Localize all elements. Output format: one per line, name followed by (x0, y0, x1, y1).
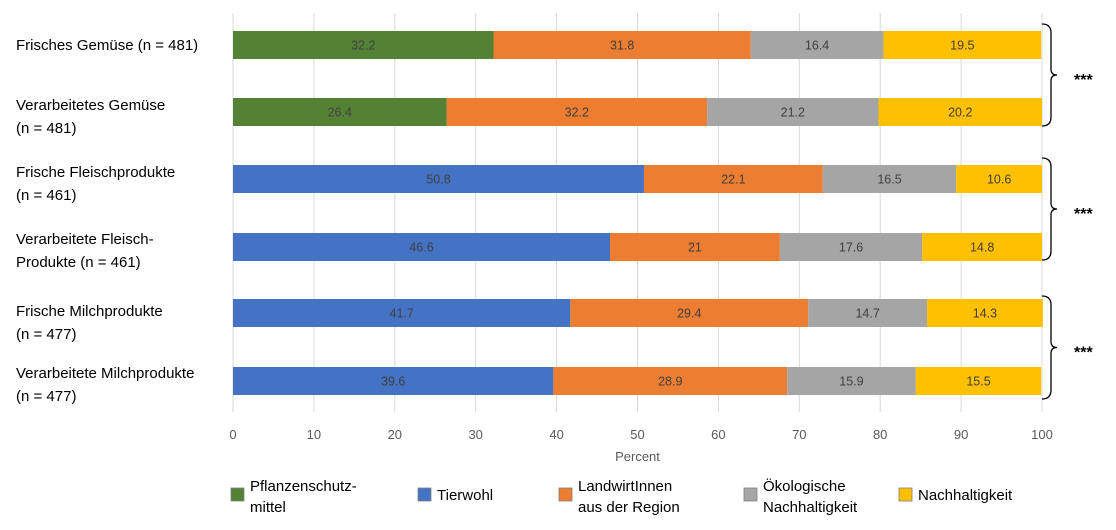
bar-segment (553, 367, 788, 395)
bar-segment (779, 233, 923, 261)
legend-label: mittel (250, 499, 286, 516)
data-label: 15.5 (966, 375, 990, 389)
data-label: 14.7 (855, 307, 879, 321)
data-label: 19.5 (950, 39, 974, 53)
data-label: 21 (688, 241, 702, 255)
category-label: (n = 481) (16, 120, 76, 137)
legend-swatch (230, 487, 245, 502)
category-label: (n = 477) (16, 388, 76, 405)
bar-segment (643, 165, 823, 193)
gridlines (232, 13, 1043, 412)
x-tick-label: 50 (630, 427, 644, 442)
bar-segment (233, 367, 554, 395)
bars: 32.2 31.8 16.4 19.5 26.4 32.2 21.2 20.2 50.8 22.1… (233, 31, 1043, 395)
category-label: Frische Milchprodukte (16, 303, 163, 320)
data-label: 41.7 (390, 307, 414, 321)
bar-segment (922, 233, 1042, 261)
data-label: 32.2 (565, 106, 589, 120)
bar-segment (787, 367, 916, 395)
data-label: 15.9 (839, 375, 863, 389)
legend-label: Ökologische (763, 477, 846, 495)
significance-label: *** (1074, 206, 1093, 223)
data-label: 14.3 (973, 307, 997, 321)
category-label: (n = 477) (16, 326, 76, 343)
category-label: Verarbeitete Fleisch- (16, 231, 154, 248)
category-label: Frisches Gemüse (n = 481) (16, 37, 198, 54)
bar-segment (883, 31, 1042, 59)
bar-segment (927, 299, 1043, 327)
legend-swatch (417, 487, 432, 502)
data-label: 28.9 (658, 375, 682, 389)
bar-segment (822, 165, 957, 193)
bar-segment (750, 31, 884, 59)
bar-segment (233, 299, 571, 327)
legend-swatch (743, 487, 758, 502)
legend-label: Nachhaltigkeit (763, 499, 858, 516)
x-tick-label: 70 (792, 427, 806, 442)
data-label: 17.6 (839, 241, 863, 255)
bar-segment (570, 299, 809, 327)
legend-label: aus der Region (578, 499, 680, 516)
x-tick-label: 80 (873, 427, 887, 442)
x-axis-title: Percent (615, 449, 660, 464)
bar-segment (707, 98, 879, 126)
bar-segment (446, 98, 708, 126)
x-tick-label: 20 (388, 427, 402, 442)
bar-segment (233, 31, 494, 59)
bar-segment (915, 367, 1042, 395)
bar-segment (808, 299, 928, 327)
significance-label: *** (1074, 72, 1093, 89)
significance-label: *** (1074, 345, 1093, 362)
x-tick-label: 60 (711, 427, 725, 442)
x-tick-label: 30 (468, 427, 482, 442)
data-label: 39.6 (381, 375, 405, 389)
significance-bracket (1041, 295, 1058, 400)
data-label: 21.2 (781, 106, 805, 120)
x-tick-labels: 0 10 20 30 40 50 60 70 80 90 100 (229, 427, 1052, 442)
category-labels: Frisches Gemüse (n = 481) Verarbeitetes G… (16, 37, 198, 405)
legend-swatch (898, 487, 913, 502)
data-label: 16.5 (877, 173, 901, 187)
data-label: 22.1 (721, 173, 745, 187)
x-tick-label: 40 (549, 427, 563, 442)
bar-segment (233, 233, 610, 261)
x-tick-label: 0 (229, 427, 236, 442)
legend-label: Pflanzenschutz- (250, 478, 357, 495)
bar-segment (233, 165, 644, 193)
data-label: 14.8 (970, 241, 994, 255)
category-label: (n = 461) (16, 187, 76, 204)
data-label: 50.8 (426, 173, 450, 187)
category-label: Frische Fleischprodukte (16, 164, 175, 181)
bar-segment (609, 233, 780, 261)
data-label: 10.6 (987, 173, 1011, 187)
bar-segment (233, 98, 447, 126)
data-label: 16.4 (805, 39, 829, 53)
legend-swatch (558, 487, 573, 502)
bar-segment (878, 98, 1042, 126)
bar-segment (493, 31, 751, 59)
legend-label: Nachhaltigkeit (918, 487, 1013, 504)
category-label: Verarbeitete Milchprodukte (16, 365, 194, 382)
category-label: Verarbeitetes Gemüse (16, 97, 165, 114)
legend: Pflanzenschutz-mittel Tierwohl LandwirtInn… (230, 477, 1013, 516)
significance-bracket (1041, 23, 1058, 127)
category-label: Produkte (n = 461) (16, 254, 141, 271)
x-tick-label: 100 (1031, 427, 1053, 442)
data-label: 46.6 (409, 241, 433, 255)
legend-label: Tierwohl (437, 487, 493, 504)
legend-label: LandwirtInnen (578, 478, 672, 495)
x-tick-label: 90 (954, 427, 968, 442)
data-label: 26.4 (328, 106, 352, 120)
x-tick-label: 10 (307, 427, 321, 442)
data-label: 32.2 (351, 39, 375, 53)
bar-segment (956, 165, 1042, 193)
data-label: 20.2 (948, 106, 972, 120)
significance-bracket (1041, 157, 1058, 261)
significance-brackets: *** *** *** (1041, 23, 1093, 400)
data-label: 29.4 (677, 307, 701, 321)
data-label: 31.8 (610, 39, 634, 53)
